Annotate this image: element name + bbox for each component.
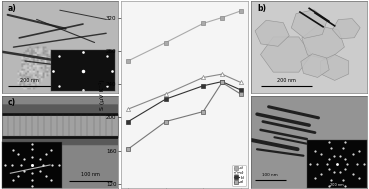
Line: a): a) bbox=[126, 80, 243, 151]
c) bbox=[220, 16, 224, 19]
Text: 100 nm: 100 nm bbox=[81, 172, 100, 177]
b) bbox=[126, 120, 131, 123]
c) bbox=[238, 10, 243, 12]
c) bbox=[163, 41, 168, 44]
Text: 200 nm: 200 nm bbox=[20, 78, 38, 83]
c) bbox=[201, 22, 206, 25]
Text: 200 nm: 200 nm bbox=[277, 78, 296, 83]
d) bbox=[126, 108, 131, 110]
b) bbox=[163, 98, 168, 100]
Text: b): b) bbox=[257, 4, 266, 13]
b) bbox=[220, 81, 224, 83]
a) bbox=[126, 148, 131, 150]
c) bbox=[126, 60, 131, 62]
Y-axis label: S (μV K⁻¹): S (μV K⁻¹) bbox=[99, 79, 105, 110]
Text: 100 nm: 100 nm bbox=[262, 173, 278, 177]
d) bbox=[220, 73, 224, 75]
b) bbox=[238, 89, 243, 91]
Line: b): b) bbox=[126, 80, 243, 124]
Text: c): c) bbox=[8, 98, 16, 107]
Line: c): c) bbox=[126, 9, 243, 63]
Line: d): d) bbox=[126, 72, 243, 111]
a) bbox=[201, 110, 206, 113]
d) bbox=[201, 76, 206, 79]
b) bbox=[201, 85, 206, 87]
Legend: c), d), b), a): c), d), b), a) bbox=[232, 165, 246, 186]
Text: a): a) bbox=[8, 4, 16, 13]
a) bbox=[220, 81, 224, 84]
d) bbox=[163, 93, 168, 95]
d) bbox=[238, 81, 243, 84]
a) bbox=[163, 120, 168, 123]
a) bbox=[238, 93, 243, 95]
